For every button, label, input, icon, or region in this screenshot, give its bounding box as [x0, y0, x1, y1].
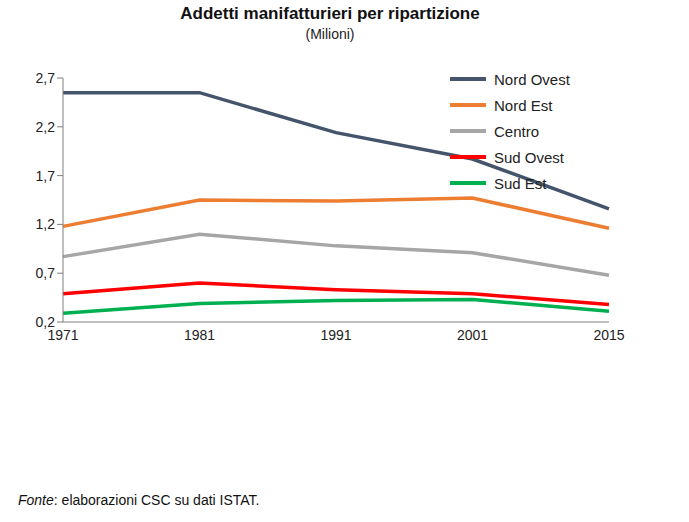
html-text:Centro: Centro	[494, 122, 539, 140]
html-text:(Milioni): (Milioni)	[305, 26, 355, 42]
svg-text:1981: 1981	[184, 327, 215, 343]
svg-text:0,7: 0,7	[36, 265, 56, 281]
html-text:Nord Est: Nord Est	[494, 96, 553, 114]
svg-text:1,7: 1,7	[36, 168, 56, 184]
svg-text:0,2: 0,2	[36, 314, 56, 330]
html-text:Sud Est: Sud Est	[494, 174, 547, 192]
svg-text:1,2: 1,2	[36, 216, 56, 232]
html-text:Fonte: elaborazioni CSC su dat: Fonte: elaborazioni CSC su dati ISTAT.	[18, 492, 260, 508]
html-text:Sud Ovest: Sud Ovest	[494, 148, 564, 166]
svg-text:2,7: 2,7	[36, 70, 56, 86]
svg-text:2,2: 2,2	[36, 119, 56, 135]
html-text:Addetti manifatturieri per rip: Addetti manifatturieri per ripartizione	[180, 4, 480, 23]
svg-text:1971: 1971	[47, 326, 79, 343]
svg-text:2015: 2015	[593, 327, 624, 343]
html-text:Nord Ovest: Nord Ovest	[494, 70, 570, 88]
svg-text:2001: 2001	[457, 327, 488, 343]
svg-text:1991: 1991	[320, 327, 351, 343]
